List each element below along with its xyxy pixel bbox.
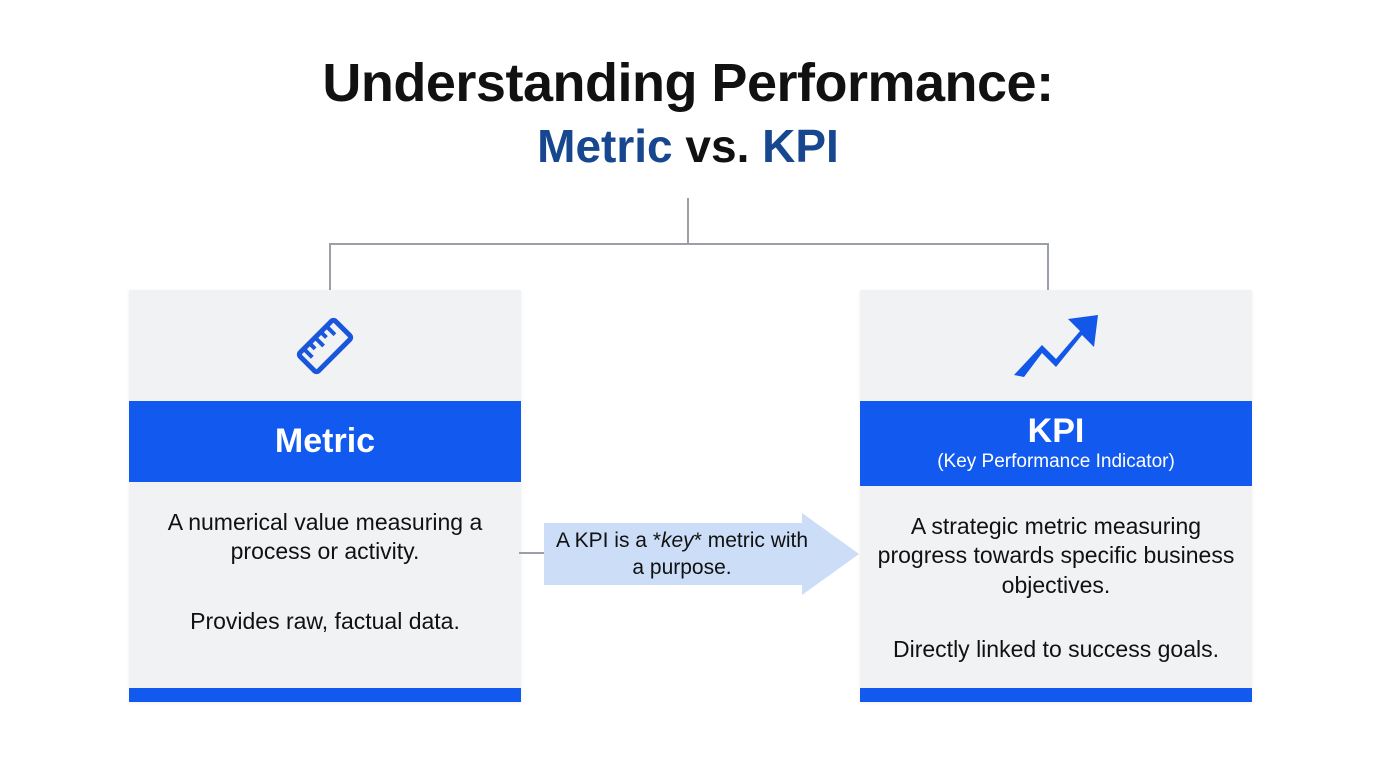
kpi-card[interactable]: KPI (Key Performance Indicator) A strate… [860,290,1252,702]
metric-card-title: Metric [274,421,376,460]
page-title: Understanding Performance: [322,53,1054,113]
connector-drop-right [1047,243,1049,291]
arrow-text-after: * metric with a purpose. [632,528,809,579]
title-block: Understanding Performance: Metric vs. KP… [0,52,1376,174]
relationship-arrow: A KPI is a *key* metric with a purpose. [544,513,859,595]
arrow-text-before: A KPI is a * [555,528,661,552]
metric-description-1: A numerical value measuring a process or… [167,509,483,565]
ruler-icon [296,317,354,374]
metric-card-header: Metric [129,401,521,482]
arrow-text-italic: key [661,528,694,552]
kpi-card-subtitle: (Key Performance Indicator) [937,450,1175,472]
kpi-card-header: KPI (Key Performance Indicator) [860,401,1252,486]
kpi-card-title: KPI [1027,412,1085,451]
kpi-card-footer-bar [860,688,1252,702]
kpi-description-2: Directly linked to success goals. [893,636,1219,663]
page-subtitle: Metric vs. KPI [0,119,1376,174]
kpi-description-1: A strategic metric measuring progress to… [877,513,1235,598]
trending-up-arrow-icon [1014,314,1098,377]
subtitle-vs: vs. [672,119,763,172]
middle-connector-line [519,552,545,554]
subtitle-metric: Metric [537,119,673,172]
metric-card-icon-area [129,290,521,401]
connector-horizontal-bar [329,243,1049,245]
metric-card-footer-bar [129,688,521,702]
kpi-card-icon-area [860,290,1252,401]
subtitle-kpi: KPI [762,119,839,172]
connector-drop-left [329,243,331,291]
metric-card-body: A numerical value measuring a process or… [129,482,521,636]
connector-vertical-stem [687,198,689,244]
metric-description-2: Provides raw, factual data. [190,607,460,634]
metric-card[interactable]: Metric A numerical value measuring a pro… [129,290,521,702]
relationship-arrow-label: A KPI is a *key* metric with a purpose. [544,513,820,595]
arrow-right-shape [544,513,859,595]
kpi-card-body: A strategic metric measuring progress to… [860,486,1252,665]
